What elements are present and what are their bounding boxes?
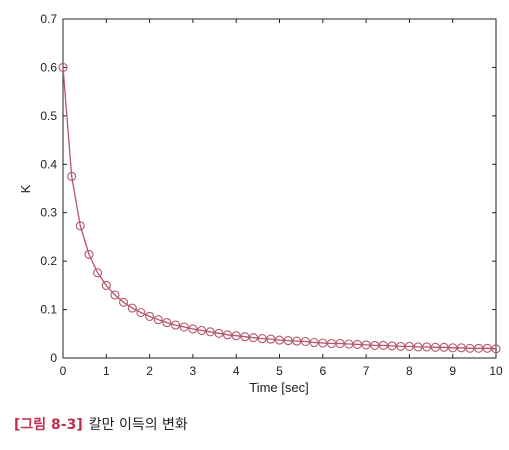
y-tick-label: 0.4 [40, 157, 57, 171]
figure-caption: [그림 8-3] 칼만 이득의 변화 [14, 414, 188, 434]
x-axis-label: Time [sec] [249, 380, 308, 395]
data-point [387, 341, 397, 351]
y-tick-label: 0 [50, 351, 57, 365]
y-tick-label: 0.5 [40, 109, 57, 123]
x-tick-label: 7 [363, 364, 370, 378]
data-point [318, 338, 328, 348]
data-point [378, 340, 388, 350]
x-tick-label: 2 [146, 364, 153, 378]
data-point [110, 290, 120, 300]
data-point [197, 325, 207, 335]
k-curve-line [62, 67, 497, 350]
data-point [300, 336, 311, 347]
x-tick-label: 0 [60, 364, 67, 378]
y-tick-label: 0.7 [40, 12, 57, 26]
data-point [188, 324, 198, 334]
data-point [101, 280, 111, 290]
figure-caption-label: [그림 8-3] [14, 417, 83, 433]
x-tick-label: 4 [233, 364, 240, 378]
data-point [119, 297, 129, 307]
data-point [404, 341, 414, 351]
figure-caption-text: 칼만 이득의 변화 [88, 417, 188, 433]
data-point [75, 221, 85, 231]
x-tick-label: 10 [489, 364, 503, 378]
data-point [448, 343, 458, 353]
data-point [474, 343, 484, 353]
data-point [222, 330, 233, 340]
x-tick-label: 6 [319, 364, 326, 378]
data-point [171, 320, 181, 330]
data-point [361, 340, 371, 350]
data-point [370, 340, 380, 350]
data-point [352, 339, 362, 349]
data-point [309, 337, 319, 348]
y-axis-label: K [18, 184, 33, 193]
y-tick-label: 0.2 [40, 254, 57, 268]
data-point [214, 328, 224, 338]
x-tick-label: 8 [406, 364, 413, 378]
data-point [292, 336, 302, 346]
data-point [231, 331, 241, 341]
data-point [465, 343, 475, 353]
y-tick-label: 0.6 [40, 60, 57, 74]
x-tick-label: 1 [103, 364, 110, 378]
x-tick-label: 5 [276, 364, 283, 378]
data-point [136, 307, 146, 318]
data-point [162, 318, 172, 328]
data-point [205, 327, 215, 337]
data-point [257, 334, 267, 344]
data-point [58, 62, 68, 72]
data-point [326, 338, 337, 349]
data-point [248, 333, 259, 343]
plot-area [62, 18, 497, 359]
data-point [93, 268, 103, 278]
y-tick-label: 0.3 [40, 206, 57, 220]
data-point [127, 303, 137, 313]
data-point [84, 249, 94, 259]
data-point [179, 322, 189, 332]
data-point [153, 315, 163, 325]
data-point [430, 342, 440, 352]
data-point [145, 311, 155, 321]
y-axis: 0 0.1 0.2 0.3 0.4 0.5 0.6 0.7 [40, 12, 496, 365]
data-point [240, 332, 250, 342]
k-curve-markers [58, 62, 501, 354]
y-tick-label: 0.1 [40, 303, 57, 317]
data-point [344, 339, 354, 349]
x-axis: 0 1 2 3 4 5 6 7 8 9 10 [60, 19, 503, 378]
data-point [422, 342, 432, 352]
data-point [335, 338, 345, 349]
data-point [439, 342, 449, 352]
data-point [491, 344, 501, 354]
data-point [283, 336, 293, 346]
data-point [274, 335, 285, 345]
data-point [396, 341, 406, 351]
data-point [456, 343, 466, 353]
data-point [67, 171, 77, 181]
data-point [413, 342, 423, 352]
x-tick-label: 9 [449, 364, 456, 378]
x-tick-label: 3 [190, 364, 197, 378]
data-point [482, 343, 492, 353]
data-point [266, 334, 276, 344]
